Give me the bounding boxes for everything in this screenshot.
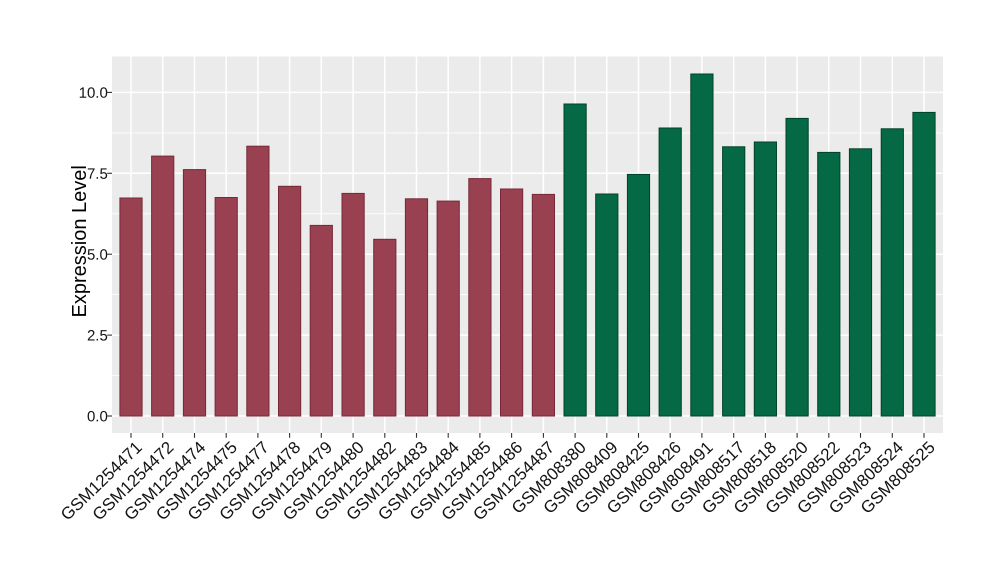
svg-text:7.5: 7.5 <box>87 166 108 183</box>
svg-text:2.5: 2.5 <box>87 327 108 344</box>
svg-text:Expression Level: Expression Level <box>69 165 91 317</box>
svg-text:10.0: 10.0 <box>79 85 108 102</box>
svg-text:0.0: 0.0 <box>87 408 108 425</box>
svg-text:5.0: 5.0 <box>87 247 108 264</box>
